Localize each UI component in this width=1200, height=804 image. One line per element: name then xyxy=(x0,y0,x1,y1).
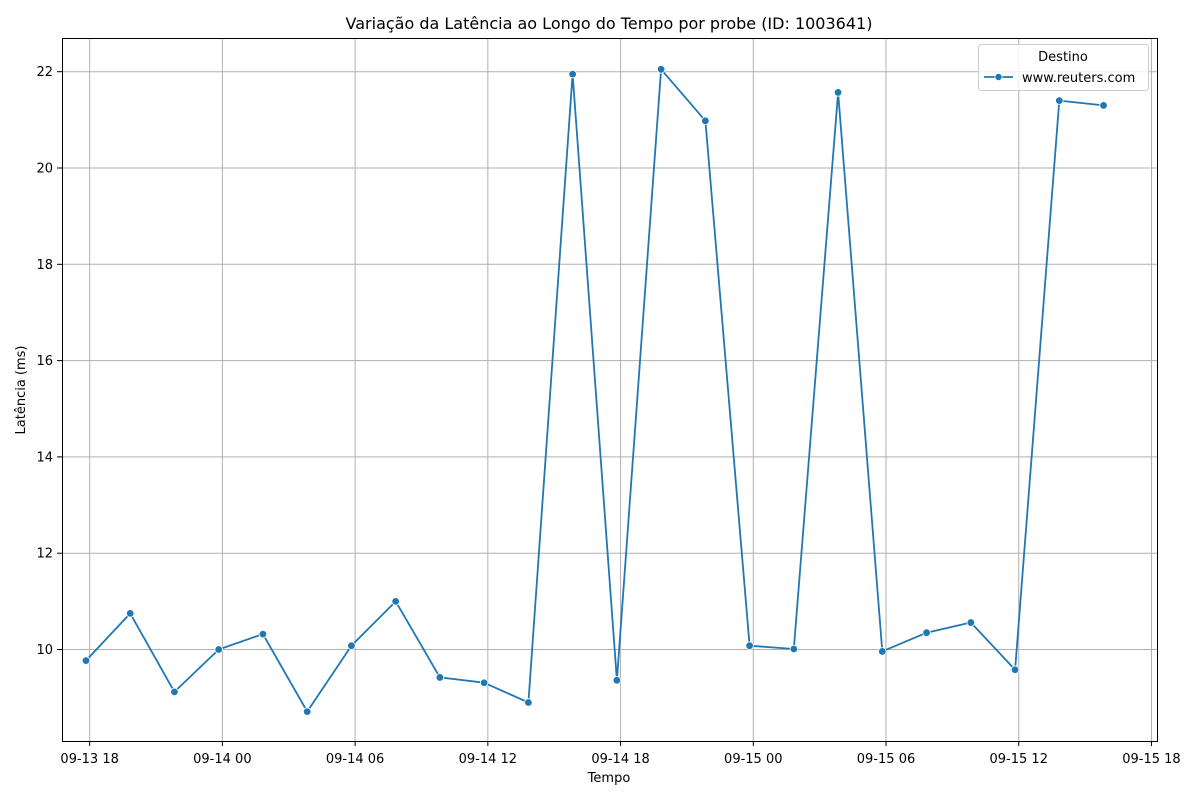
y-tick-label: 10 xyxy=(36,643,53,658)
legend-entry-label: www.reuters.com xyxy=(1022,71,1135,86)
data-point xyxy=(1010,665,1020,674)
data-point xyxy=(966,618,976,627)
data-point xyxy=(745,641,754,650)
y-tick-label: 16 xyxy=(36,354,53,369)
y-tick-label: 14 xyxy=(36,450,53,465)
x-tick-label: 09-14 06 xyxy=(326,752,384,767)
y-tick-label: 20 xyxy=(36,162,53,177)
plot-area xyxy=(81,65,1108,716)
data-point xyxy=(1055,96,1064,105)
x-tick-label: 09-15 18 xyxy=(1122,752,1180,767)
legend: Destino www.reuters.com xyxy=(978,44,1149,91)
data-point xyxy=(126,609,135,618)
x-tick-label: 09-15 00 xyxy=(724,752,782,767)
y-axis-label: Latência (ms) xyxy=(14,346,29,435)
data-point xyxy=(878,647,887,656)
axes-frame xyxy=(62,38,1158,742)
data-point xyxy=(612,676,622,685)
x-axis-ticks: 09-13 18 09-14 00 09-14 06 09-14 12 09-14 18… xyxy=(60,741,1181,767)
y-tick-label: 22 xyxy=(36,65,53,80)
data-point xyxy=(656,65,666,74)
x-tick-label: 09-15 06 xyxy=(857,752,915,767)
y-tick-label: 12 xyxy=(36,547,53,562)
data-point xyxy=(701,116,710,126)
data-point xyxy=(258,629,268,639)
data-point xyxy=(347,641,356,650)
chart-title: Variação da Latência ao Longo do Tempo p… xyxy=(346,14,873,33)
data-point xyxy=(524,698,533,707)
grid-lines xyxy=(62,38,1157,741)
legend-title: Destino xyxy=(1038,50,1088,65)
y-tick-label: 18 xyxy=(36,258,53,273)
x-tick-label: 09-14 18 xyxy=(591,752,649,767)
data-point xyxy=(391,597,400,606)
y-axis-ticks: 10 12 14 16 18 20 22 xyxy=(36,65,62,658)
data-point xyxy=(568,69,577,79)
x-tick-label: 09-15 12 xyxy=(990,752,1048,767)
data-point xyxy=(435,673,445,682)
data-point xyxy=(922,628,931,637)
data-point xyxy=(214,645,223,654)
x-axis-label: Tempo xyxy=(587,771,631,786)
data-point xyxy=(302,707,312,716)
data-point xyxy=(170,687,179,697)
data-point xyxy=(81,656,91,665)
x-tick-label: 09-14 00 xyxy=(193,752,251,767)
data-point xyxy=(479,678,489,687)
x-tick-label: 09-13 18 xyxy=(60,752,118,767)
x-tick-label: 09-14 12 xyxy=(459,752,517,767)
data-point xyxy=(833,88,843,97)
legend-box xyxy=(978,44,1149,91)
data-point xyxy=(1099,101,1108,110)
data-point xyxy=(789,644,799,654)
series-line xyxy=(85,68,1104,713)
legend-marker-swatch xyxy=(994,73,1003,82)
